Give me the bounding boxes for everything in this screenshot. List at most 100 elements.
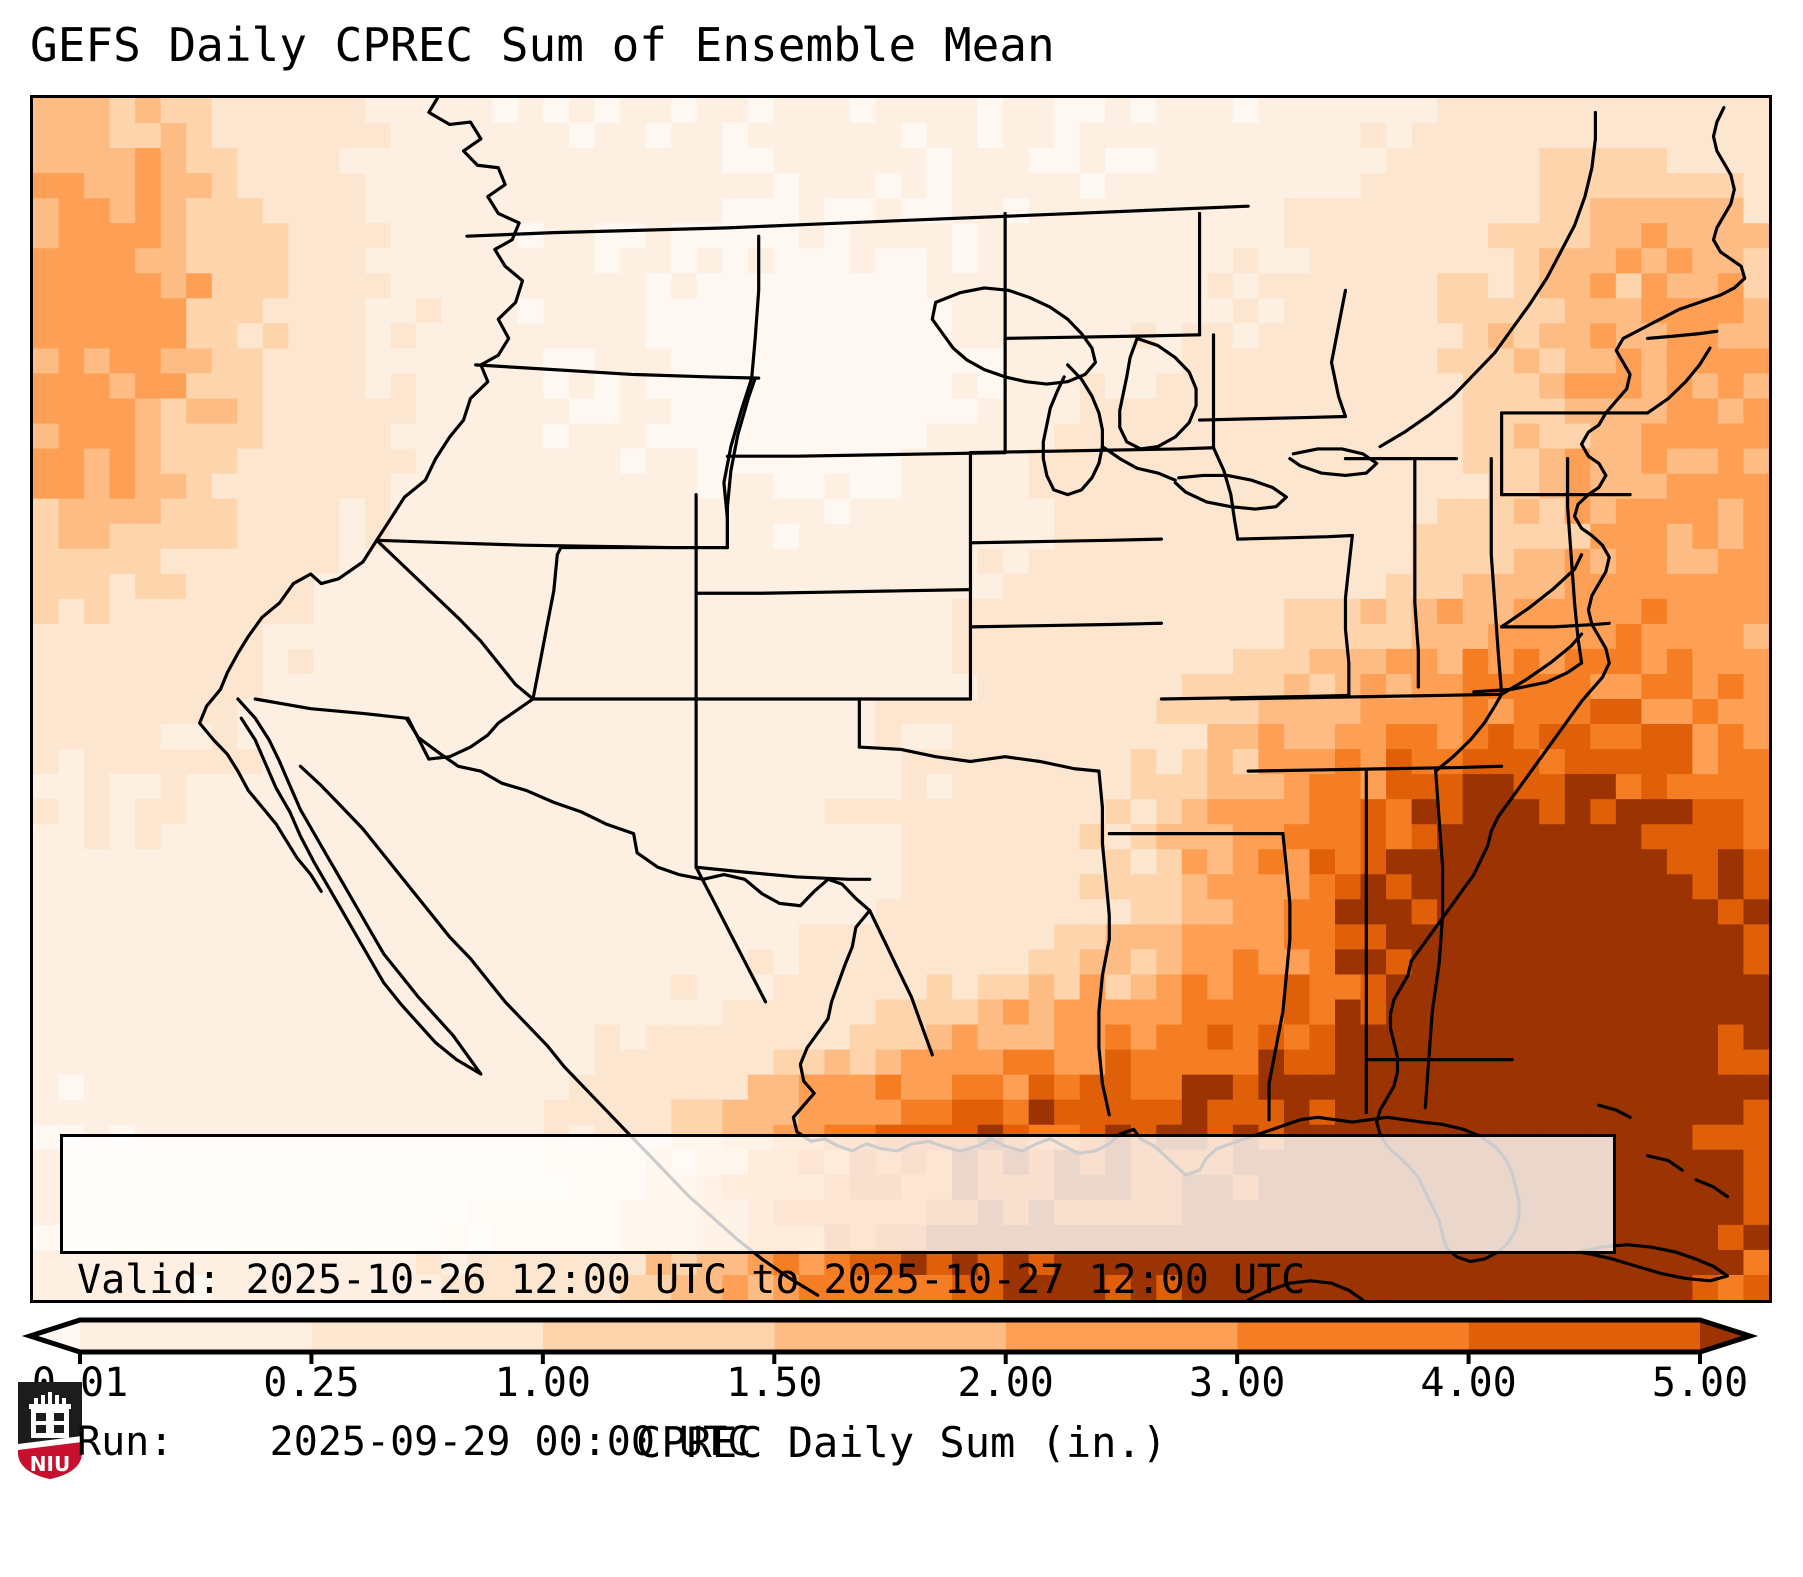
precip-cell [1539, 1074, 1566, 1101]
precip-cell [467, 423, 494, 450]
precip-cell [977, 598, 1004, 625]
precip-cell [1641, 1099, 1668, 1126]
precip-cell [1462, 173, 1489, 199]
precip-cell [415, 1099, 443, 1126]
precip-cell [1181, 448, 1209, 475]
precip-cell [1181, 273, 1209, 300]
precip-cell [237, 1074, 264, 1101]
precip-cell [1513, 223, 1541, 250]
precip-cell [33, 1199, 60, 1226]
precip-cell [288, 1049, 315, 1076]
precip-cell [1105, 774, 1132, 800]
precip-cell [824, 223, 851, 250]
precip-cell [1717, 298, 1745, 325]
precip-cell [1309, 724, 1336, 750]
precip-cell [1232, 673, 1260, 700]
precip-cell [620, 298, 647, 325]
precip-cell [798, 699, 826, 725]
precip-cell [492, 799, 519, 826]
precip-cell [1590, 548, 1617, 575]
precip-cell [824, 373, 851, 400]
precip-cell [671, 98, 698, 124]
precip-cell [1156, 1099, 1183, 1126]
precip-cell [620, 999, 647, 1026]
precip-cell [1003, 899, 1030, 926]
precip-cell [1130, 398, 1158, 425]
precip-cell [773, 924, 800, 951]
precip-cell [1539, 799, 1566, 826]
geography-path [968, 537, 1163, 545]
precip-cell [977, 724, 1004, 750]
colorbar-extend-min [30, 1320, 80, 1352]
precip-cell [237, 949, 264, 976]
precip-cell [313, 724, 341, 750]
precip-cell [1462, 774, 1489, 800]
precip-cell [569, 548, 596, 575]
precip-cell [1309, 123, 1336, 149]
precip-cell [1462, 423, 1489, 450]
precip-cell [1207, 999, 1234, 1026]
precip-cell [1462, 999, 1489, 1026]
precip-cell [1130, 223, 1158, 250]
precip-cell [1335, 699, 1362, 725]
precip-cell [1564, 724, 1592, 750]
precip-cell [339, 523, 366, 550]
precip-cell [722, 1074, 749, 1101]
precip-cell [262, 1049, 290, 1076]
precip-cell [1360, 198, 1387, 225]
precip-cell [901, 874, 928, 901]
geography-path [474, 363, 761, 380]
precip-cell [977, 548, 1004, 575]
precip-cell [1666, 448, 1694, 475]
precip-cell [671, 924, 698, 951]
precip-cell [977, 173, 1004, 199]
precip-cell [211, 874, 239, 901]
precip-cell [875, 1049, 902, 1076]
precip-cell [1003, 699, 1030, 725]
precip-cell [364, 1249, 392, 1276]
precip-cell [824, 473, 851, 500]
precip-cell [211, 598, 239, 625]
precip-cell [747, 173, 775, 199]
precip-cell [1590, 949, 1617, 976]
precip-cell [696, 1049, 724, 1076]
precip-cell [58, 423, 85, 450]
precip-cell [671, 398, 698, 425]
geography-path [1694, 1178, 1729, 1199]
precip-cell [977, 774, 1004, 800]
precip-cell [415, 173, 443, 199]
precip-cell [1054, 223, 1081, 250]
precip-cell [33, 1049, 60, 1076]
precip-cell [313, 523, 341, 550]
precip-cell [1232, 724, 1260, 750]
precip-cell [1335, 924, 1362, 951]
precip-cell [1003, 774, 1030, 800]
precip-cell [1232, 423, 1260, 450]
precip-cell [1641, 774, 1668, 800]
precip-cell [84, 924, 111, 951]
precip-cell [1156, 623, 1183, 650]
precip-cell [1028, 699, 1055, 725]
precip-cell [1207, 148, 1234, 174]
precip-cell [211, 423, 239, 450]
precip-cell [1309, 598, 1336, 625]
precip-cell [849, 198, 877, 225]
precip-cell [849, 223, 877, 250]
precip-cell [1360, 98, 1387, 124]
precip-cell [288, 1074, 315, 1101]
precip-cell [1437, 348, 1464, 375]
precip-cell [849, 523, 877, 550]
precip-cell [1258, 1074, 1285, 1101]
precip-cell [109, 273, 136, 300]
precip-cell [722, 1024, 749, 1051]
precip-cell [952, 248, 979, 275]
precip-cell [33, 874, 60, 901]
precip-cell [441, 348, 468, 375]
precip-cell [160, 98, 187, 124]
precip-cell [1105, 173, 1132, 199]
precip-cell [773, 1274, 800, 1300]
precip-cell [211, 323, 239, 350]
precip-cell [1692, 548, 1719, 575]
precip-cell [671, 148, 698, 174]
precip-cell [875, 573, 902, 600]
